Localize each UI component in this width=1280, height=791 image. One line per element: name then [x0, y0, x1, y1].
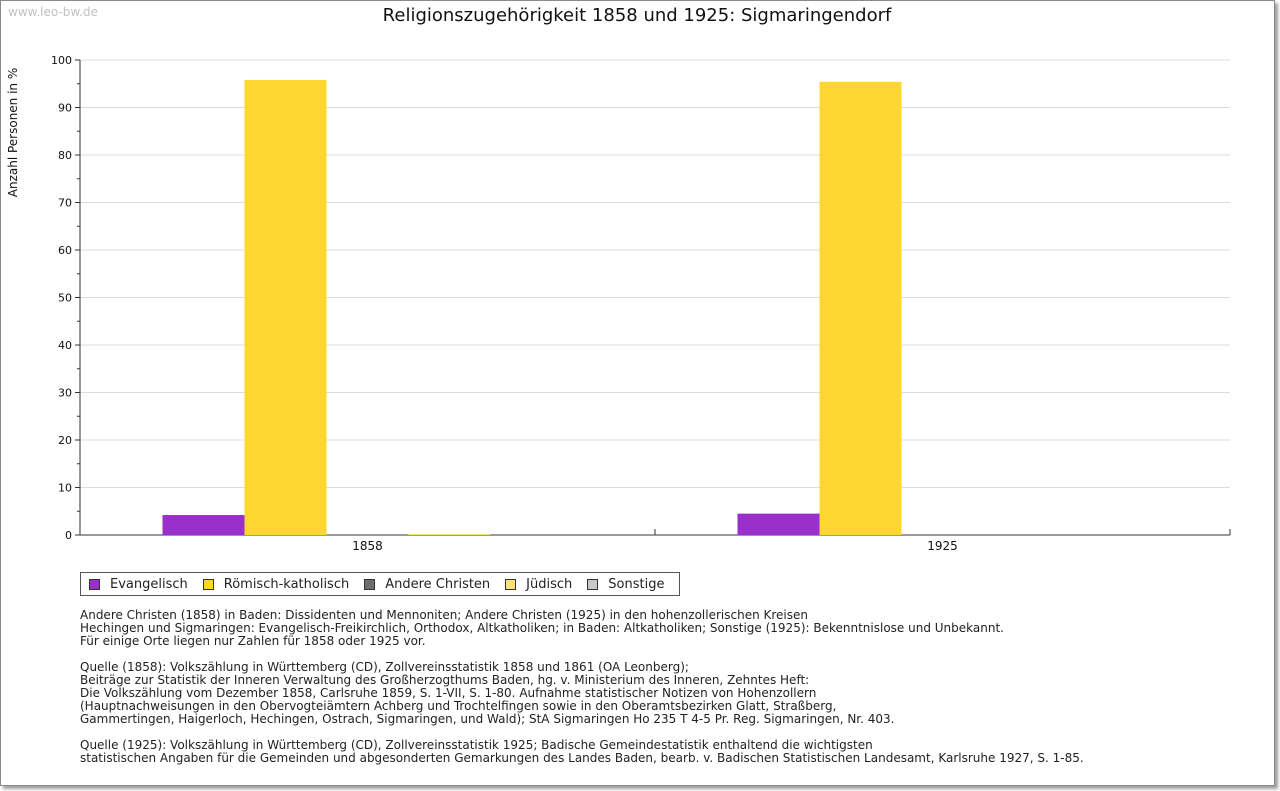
- x-tick-label: 1925: [927, 539, 958, 553]
- legend-swatch: [89, 578, 100, 590]
- note-line: Andere Christen (1858) in Baden: Disside…: [80, 608, 808, 622]
- note-line: Quelle (1858): Volkszählung in Württembe…: [80, 660, 689, 674]
- bar-r-misch-katholisch-1925: [819, 81, 902, 535]
- note-line: Hechingen und Sigmaringen: Evangelisch-F…: [80, 621, 1004, 635]
- note-line: Gammertingen, Haigerloch, Hechingen, Ost…: [80, 712, 895, 726]
- notes-source-1925: Quelle (1925): Volkszählung in Württembe…: [80, 739, 1230, 765]
- y-tick-label: 90: [58, 102, 72, 115]
- bar-evangelisch-1925: [737, 513, 820, 535]
- y-tick-label: 70: [58, 197, 72, 210]
- y-axis-label: Anzahl Personen in %: [6, 68, 20, 198]
- bar-evangelisch-1858: [162, 515, 245, 535]
- note-line: Quelle (1925): Volkszählung in Württembe…: [80, 738, 873, 752]
- legend-swatch: [587, 578, 599, 590]
- legend-label: Andere Christen: [385, 576, 491, 592]
- notes-source-1858: Quelle (1858): Volkszählung in Württembe…: [80, 661, 1230, 726]
- y-tick-label: 60: [58, 244, 72, 257]
- y-tick-label: 40: [58, 339, 72, 352]
- note-line: Beiträge zur Statistik der Inneren Verwa…: [80, 673, 810, 687]
- legend-swatch: [202, 578, 214, 590]
- watermark: www.leo-bw.de: [8, 5, 98, 19]
- legend-item: Sonstige: [587, 577, 664, 592]
- bar-j-disch-1858: [408, 534, 491, 535]
- legend-label: Sonstige: [608, 576, 665, 592]
- note-line: Für einige Orte liegen nur Zahlen für 18…: [80, 634, 426, 648]
- y-tick-label: 30: [58, 387, 72, 400]
- y-tick-label: 80: [58, 149, 72, 162]
- notes: Andere Christen (1858) in Baden: Disside…: [80, 609, 1230, 765]
- legend: Evangelisch Römisch-katholisch Andere Chri…: [80, 572, 681, 596]
- chart-title: Religionszugehörigkeit 1858 und 1925: Si…: [383, 5, 892, 26]
- y-tick-label: 100: [51, 54, 72, 67]
- y-tick-label: 0: [65, 529, 72, 542]
- legend-item: Jüdisch: [505, 577, 572, 592]
- legend-swatch: [364, 578, 376, 590]
- chart-area: Religionszugehörigkeit 1858 und 1925: Si…: [6, 5, 1231, 553]
- note-line: statistischen Angaben für die Gemeinden …: [80, 751, 1084, 765]
- legend-item: Römisch-katholisch: [202, 576, 350, 592]
- note-line: Die Volkszählung vom Dezember 1858, Carl…: [80, 686, 817, 700]
- notes-definitions: Andere Christen (1858) in Baden: Disside…: [80, 609, 1230, 648]
- bar-r-misch-katholisch-1858: [244, 79, 327, 535]
- y-tick-label: 20: [58, 434, 72, 447]
- legend-label: Römisch-katholisch: [223, 576, 350, 592]
- note-line: (Hauptnachweisungen in den Obervogteiämt…: [80, 699, 837, 713]
- x-tick-label: 1858: [352, 539, 383, 553]
- legend-swatch: [505, 578, 517, 590]
- y-tick-label: 10: [58, 482, 72, 495]
- y-tick-label: 50: [58, 292, 72, 305]
- legend-item: Andere Christen: [364, 577, 490, 592]
- legend-item: Evangelisch: [89, 577, 188, 592]
- legend-label: Jüdisch: [526, 576, 573, 592]
- legend-label: Evangelisch: [110, 576, 188, 592]
